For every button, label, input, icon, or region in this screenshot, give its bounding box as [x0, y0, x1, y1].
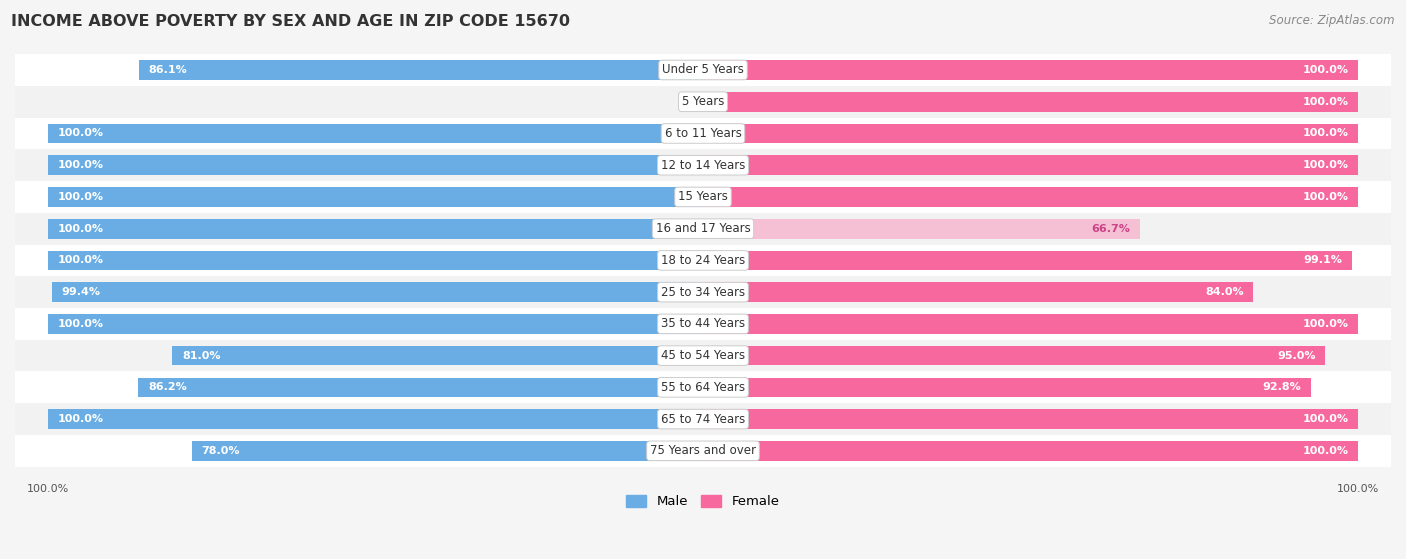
Text: 100.0%: 100.0%: [1302, 97, 1348, 107]
Text: 15 Years: 15 Years: [678, 191, 728, 203]
Text: 95.0%: 95.0%: [1277, 350, 1316, 361]
Text: 100.0%: 100.0%: [1302, 319, 1348, 329]
Text: 66.7%: 66.7%: [1091, 224, 1130, 234]
Text: 35 to 44 Years: 35 to 44 Years: [661, 318, 745, 330]
Text: 92.8%: 92.8%: [1263, 382, 1301, 392]
Text: 100.0%: 100.0%: [1302, 446, 1348, 456]
Text: 12 to 14 Years: 12 to 14 Years: [661, 159, 745, 172]
Bar: [15, 213, 1391, 244]
Legend: Male, Female: Male, Female: [621, 490, 785, 514]
Bar: [15, 403, 1391, 435]
Bar: [703, 60, 1358, 80]
Bar: [15, 149, 1391, 181]
Text: 100.0%: 100.0%: [58, 319, 104, 329]
Bar: [15, 372, 1391, 403]
Bar: [703, 314, 1358, 334]
Bar: [48, 219, 703, 239]
Bar: [15, 181, 1391, 213]
Text: 100.0%: 100.0%: [58, 160, 104, 170]
Bar: [703, 377, 1310, 397]
Text: 100.0%: 100.0%: [1302, 192, 1348, 202]
Text: 86.2%: 86.2%: [148, 382, 187, 392]
Bar: [15, 435, 1391, 467]
Bar: [15, 308, 1391, 340]
Text: 81.0%: 81.0%: [183, 350, 221, 361]
Text: 100.0%: 100.0%: [1337, 484, 1379, 494]
Bar: [48, 155, 703, 175]
Bar: [703, 409, 1358, 429]
Bar: [703, 219, 1140, 239]
Text: 25 to 34 Years: 25 to 34 Years: [661, 286, 745, 299]
Bar: [703, 124, 1358, 143]
Bar: [15, 276, 1391, 308]
Text: Under 5 Years: Under 5 Years: [662, 64, 744, 77]
Text: 100.0%: 100.0%: [27, 484, 69, 494]
Bar: [52, 282, 703, 302]
Text: 99.4%: 99.4%: [62, 287, 100, 297]
Text: 45 to 54 Years: 45 to 54 Years: [661, 349, 745, 362]
Bar: [191, 441, 703, 461]
Bar: [15, 86, 1391, 117]
Bar: [15, 340, 1391, 372]
Bar: [138, 377, 703, 397]
Bar: [703, 187, 1358, 207]
Text: 86.1%: 86.1%: [149, 65, 187, 75]
Text: 100.0%: 100.0%: [58, 192, 104, 202]
Text: 99.1%: 99.1%: [1303, 255, 1343, 266]
Bar: [703, 282, 1253, 302]
Text: 100.0%: 100.0%: [1302, 414, 1348, 424]
Bar: [15, 117, 1391, 149]
Text: Source: ZipAtlas.com: Source: ZipAtlas.com: [1270, 14, 1395, 27]
Text: 55 to 64 Years: 55 to 64 Years: [661, 381, 745, 394]
Text: 16 and 17 Years: 16 and 17 Years: [655, 222, 751, 235]
Text: 100.0%: 100.0%: [58, 414, 104, 424]
Bar: [48, 409, 703, 429]
Bar: [48, 187, 703, 207]
Text: 100.0%: 100.0%: [58, 224, 104, 234]
Bar: [703, 441, 1358, 461]
Text: 100.0%: 100.0%: [1302, 129, 1348, 139]
Text: 100.0%: 100.0%: [58, 255, 104, 266]
Bar: [703, 346, 1326, 366]
Bar: [703, 250, 1353, 270]
Text: 65 to 74 Years: 65 to 74 Years: [661, 413, 745, 425]
Text: 78.0%: 78.0%: [201, 446, 240, 456]
Bar: [703, 155, 1358, 175]
Text: 18 to 24 Years: 18 to 24 Years: [661, 254, 745, 267]
Text: 100.0%: 100.0%: [58, 129, 104, 139]
Bar: [48, 314, 703, 334]
Text: 6 to 11 Years: 6 to 11 Years: [665, 127, 741, 140]
Bar: [15, 54, 1391, 86]
Text: 5 Years: 5 Years: [682, 95, 724, 108]
Bar: [139, 60, 703, 80]
Bar: [15, 244, 1391, 276]
Bar: [173, 346, 703, 366]
Bar: [703, 92, 1358, 112]
Text: 100.0%: 100.0%: [1302, 160, 1348, 170]
Bar: [48, 250, 703, 270]
Text: 84.0%: 84.0%: [1205, 287, 1243, 297]
Text: 100.0%: 100.0%: [1302, 65, 1348, 75]
Bar: [48, 124, 703, 143]
Text: 75 Years and over: 75 Years and over: [650, 444, 756, 457]
Text: INCOME ABOVE POVERTY BY SEX AND AGE IN ZIP CODE 15670: INCOME ABOVE POVERTY BY SEX AND AGE IN Z…: [11, 14, 571, 29]
